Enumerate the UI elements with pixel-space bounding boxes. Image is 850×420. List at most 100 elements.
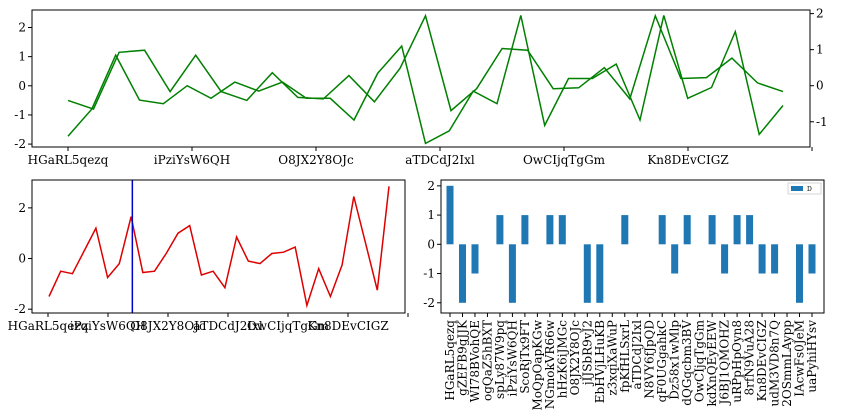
x-tick-label: MoQpOapKGw [530,319,544,410]
top-chart-ticks: -2 -1 0 1 2 -1 0 1 2 HGaRL5qezq iPziYsW6QH O8JX2Y8O… [14,7,827,167]
bar [459,244,466,303]
bar [471,244,479,274]
top-chart: -2 -1 0 1 2 -1 0 1 2 HGaRL5qezq iPziYsW6QH O8JX2Y8O… [14,7,827,167]
x-tick-label: ogQaZ5hBXT [480,320,494,401]
y-tick-label-right: 2 [816,7,824,21]
bar [758,244,766,274]
x-tick-label: qF0UGgahkC [655,320,669,402]
bar [508,244,516,303]
x-tick-label: ScoRjTx9FT [518,320,532,394]
x-tick-label: WI78BVohQE [468,320,482,402]
bar [683,215,691,245]
bar [733,215,741,245]
legend-label: D [807,186,812,193]
x-tick-label: HGaRL5qezq [28,153,109,167]
bottom-left-chart: -2 0 2 HGaRL5qezqiPziYsW6QHO8JX2Y8OJcaTDCdJ… [8,179,409,333]
x-tick-label: OwCIjqTgGm [693,319,707,402]
x-tick-label: EbHVjLHuKB [593,320,607,403]
x-tick-label: OwCIjqTgGm [247,319,330,333]
bar [446,185,454,245]
x-tick-label: hHzK6iJMGc [555,320,569,399]
bar [496,215,504,245]
y-tick-label-left: -1 [14,108,26,122]
x-tick-label: iPziYsW6QH [154,153,230,167]
x-tick-label: aTDCdJ2Ixl [193,319,263,333]
x-tick-label: spLy87W9pq [493,320,507,399]
bar [708,215,716,245]
y-tick-label: 2 [427,179,435,193]
x-tick-label: Kn8DEvCIGZ [647,153,728,167]
y-tick-label: -2 [423,296,435,310]
y-tick-label: 2 [18,201,26,215]
x-tick-label: aTDCdJ2Ixl [405,153,475,167]
x-tick-label: Kn8DEvCIGZ [755,320,769,401]
bottom-right-chart-ticks: -2 -1 0 1 2 HGaRL5qezqgZEFB9gJJKWI78BVohQEogQ… [423,179,819,411]
x-tick-label: iPziYsW6QH [505,320,519,396]
bar [583,244,591,303]
bar [796,244,803,303]
bar [521,215,529,245]
legend: D [787,182,822,195]
x-tick-label: iPziYsW6QH [70,319,146,333]
bottom-left-chart-frame [31,179,406,314]
top-chart-frame [31,9,811,148]
x-tick-label: O8JX2Y8OJc [278,153,354,167]
bottom-right-chart: -2 -1 0 1 2 HGaRL5qezqgZEFB9gJJKWI78BVohQEogQ… [423,179,825,411]
x-tick-label: 2OSmmLAypp [780,320,794,407]
bar [746,215,754,245]
x-tick-label: J6BJ1QMOHZ [718,320,732,406]
legend-swatch [791,186,803,191]
bottom-left-chart-ticks: -2 0 2 HGaRL5qezqiPziYsW6QHO8JX2Y8OJcaTDCdJ… [8,201,409,333]
bottom-right-chart-bars [446,185,816,303]
bar [671,244,679,274]
x-tick-label: gZEFB9gJJK [456,319,470,396]
x-tick-label: OwCIjqTgGm [523,153,606,167]
x-tick-label: NGmokVR66w [543,319,557,409]
y-tick-label: 0 [427,237,435,251]
x-tick-label: uaPyhiHYsv [805,320,819,393]
bar [546,215,554,245]
y-tick-label: 0 [18,252,26,266]
y-tick-label-left: 0 [18,79,26,93]
y-tick-label-right: 1 [816,43,824,57]
y-tick-label: -2 [14,302,26,316]
x-tick-label: O8JX2Y8OJc [568,320,582,396]
y-tick-label-right: -1 [816,115,828,129]
y-tick-label: -1 [423,267,435,281]
bar [596,244,604,303]
legend-box [787,182,822,195]
x-tick-label: dQGqcbm3BV [680,320,694,406]
series-line-left [67,13,784,112]
x-tick-label: uRPpHpOyn8 [730,320,744,403]
bar [658,215,666,245]
x-tick-label: jIJSbR9vJ2 [580,320,594,387]
y-tick-label: 1 [427,208,435,222]
x-tick-label: IAcwFs0JeM [793,320,807,397]
series-line [48,186,390,309]
bar [721,244,729,274]
x-tick-label: O8JX2Y8OJc [130,319,206,333]
y-tick-label-left: 1 [18,50,26,64]
x-tick-label: HGaRL5qezq [8,319,89,333]
bar [808,244,816,274]
y-tick-label-left: -2 [14,137,26,151]
series-line-right [67,15,784,145]
top-chart-series [67,13,784,145]
x-tick-label: HGaRL5qezq [443,320,457,401]
y-tick-label-left: 2 [18,20,26,34]
bottom-left-chart-series [48,186,390,309]
x-tick-label: udM3VD8n7Q [768,320,782,407]
x-tick-label: z3xqiXaWuP [605,320,619,396]
bar [558,215,566,245]
x-tick-label: Dz58x1wMlp [668,320,682,400]
x-tick-label: Kn8DEvCIGZ [307,319,388,333]
x-tick-label: 8rfN9VuA28 [743,320,757,396]
x-tick-label: N8VY6fJpQD [643,320,657,399]
x-tick-label: kdXnQEyEEW [705,319,719,406]
bottom-right-chart-frame [440,179,825,314]
bar [621,215,629,245]
y-tick-label-right: 0 [816,79,824,93]
x-tick-label: aTDCdJ2Ixl [630,320,644,390]
bar [771,244,779,274]
